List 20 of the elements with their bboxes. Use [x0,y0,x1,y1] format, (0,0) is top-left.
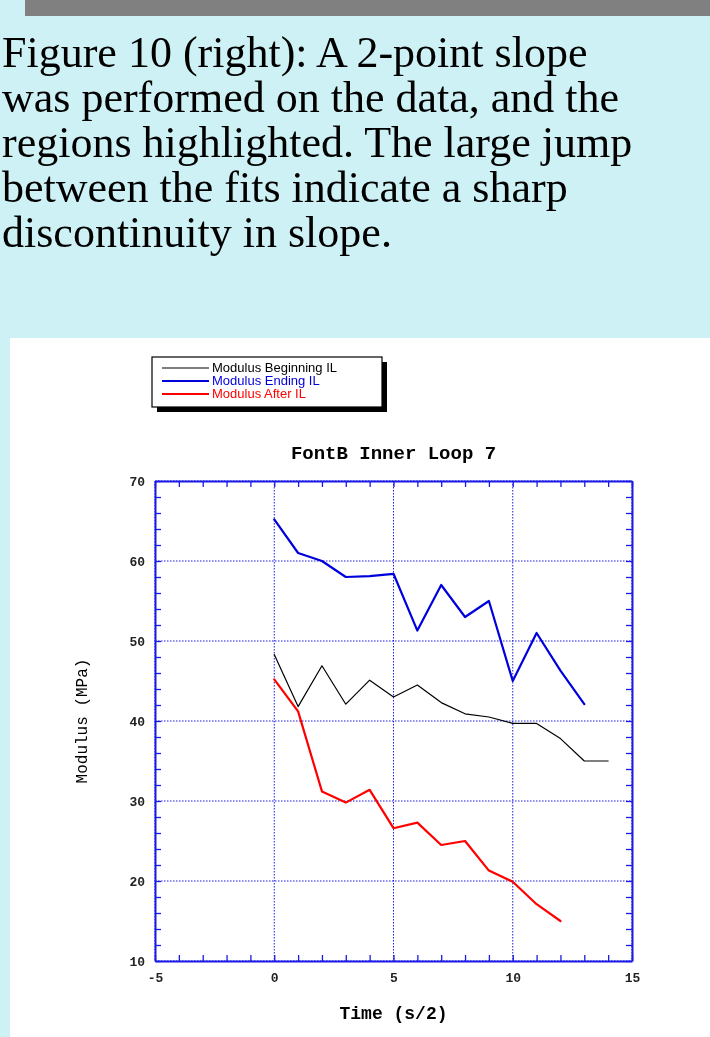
chart-title: FontB Inner Loop 7 [290,443,497,465]
caption: Figure 10 (right): A 2-point slope was performed on the data, and the regions highlighted. The large jump between the fits indicate a sharp discontinuity in slope. [2,28,634,257]
line-series [273,518,586,706]
x-axis-title: Time (s/2) [339,1004,448,1024]
x-tick-label: 10 [505,971,522,987]
x-tick-label: 15 [624,971,641,987]
legend-label: Modulus Beginning IL [212,360,338,375]
x-tick-label: 5 [390,971,399,987]
y-tick-label: 40 [129,714,146,730]
y-tick-label: 10 [129,954,146,970]
x-tick-label: -5 [147,971,164,987]
x-tick-label: 0 [270,971,279,987]
line-series [273,678,562,923]
y-tick-label: 30 [129,794,146,810]
y-tick-label: 50 [129,634,146,650]
y-tick-label: 60 [129,554,146,570]
y-tick-label: 70 [129,474,146,490]
line-series [273,654,609,762]
y-axis-title: Modulus (MPa) [74,658,92,784]
y-tick-label: 20 [129,874,146,890]
